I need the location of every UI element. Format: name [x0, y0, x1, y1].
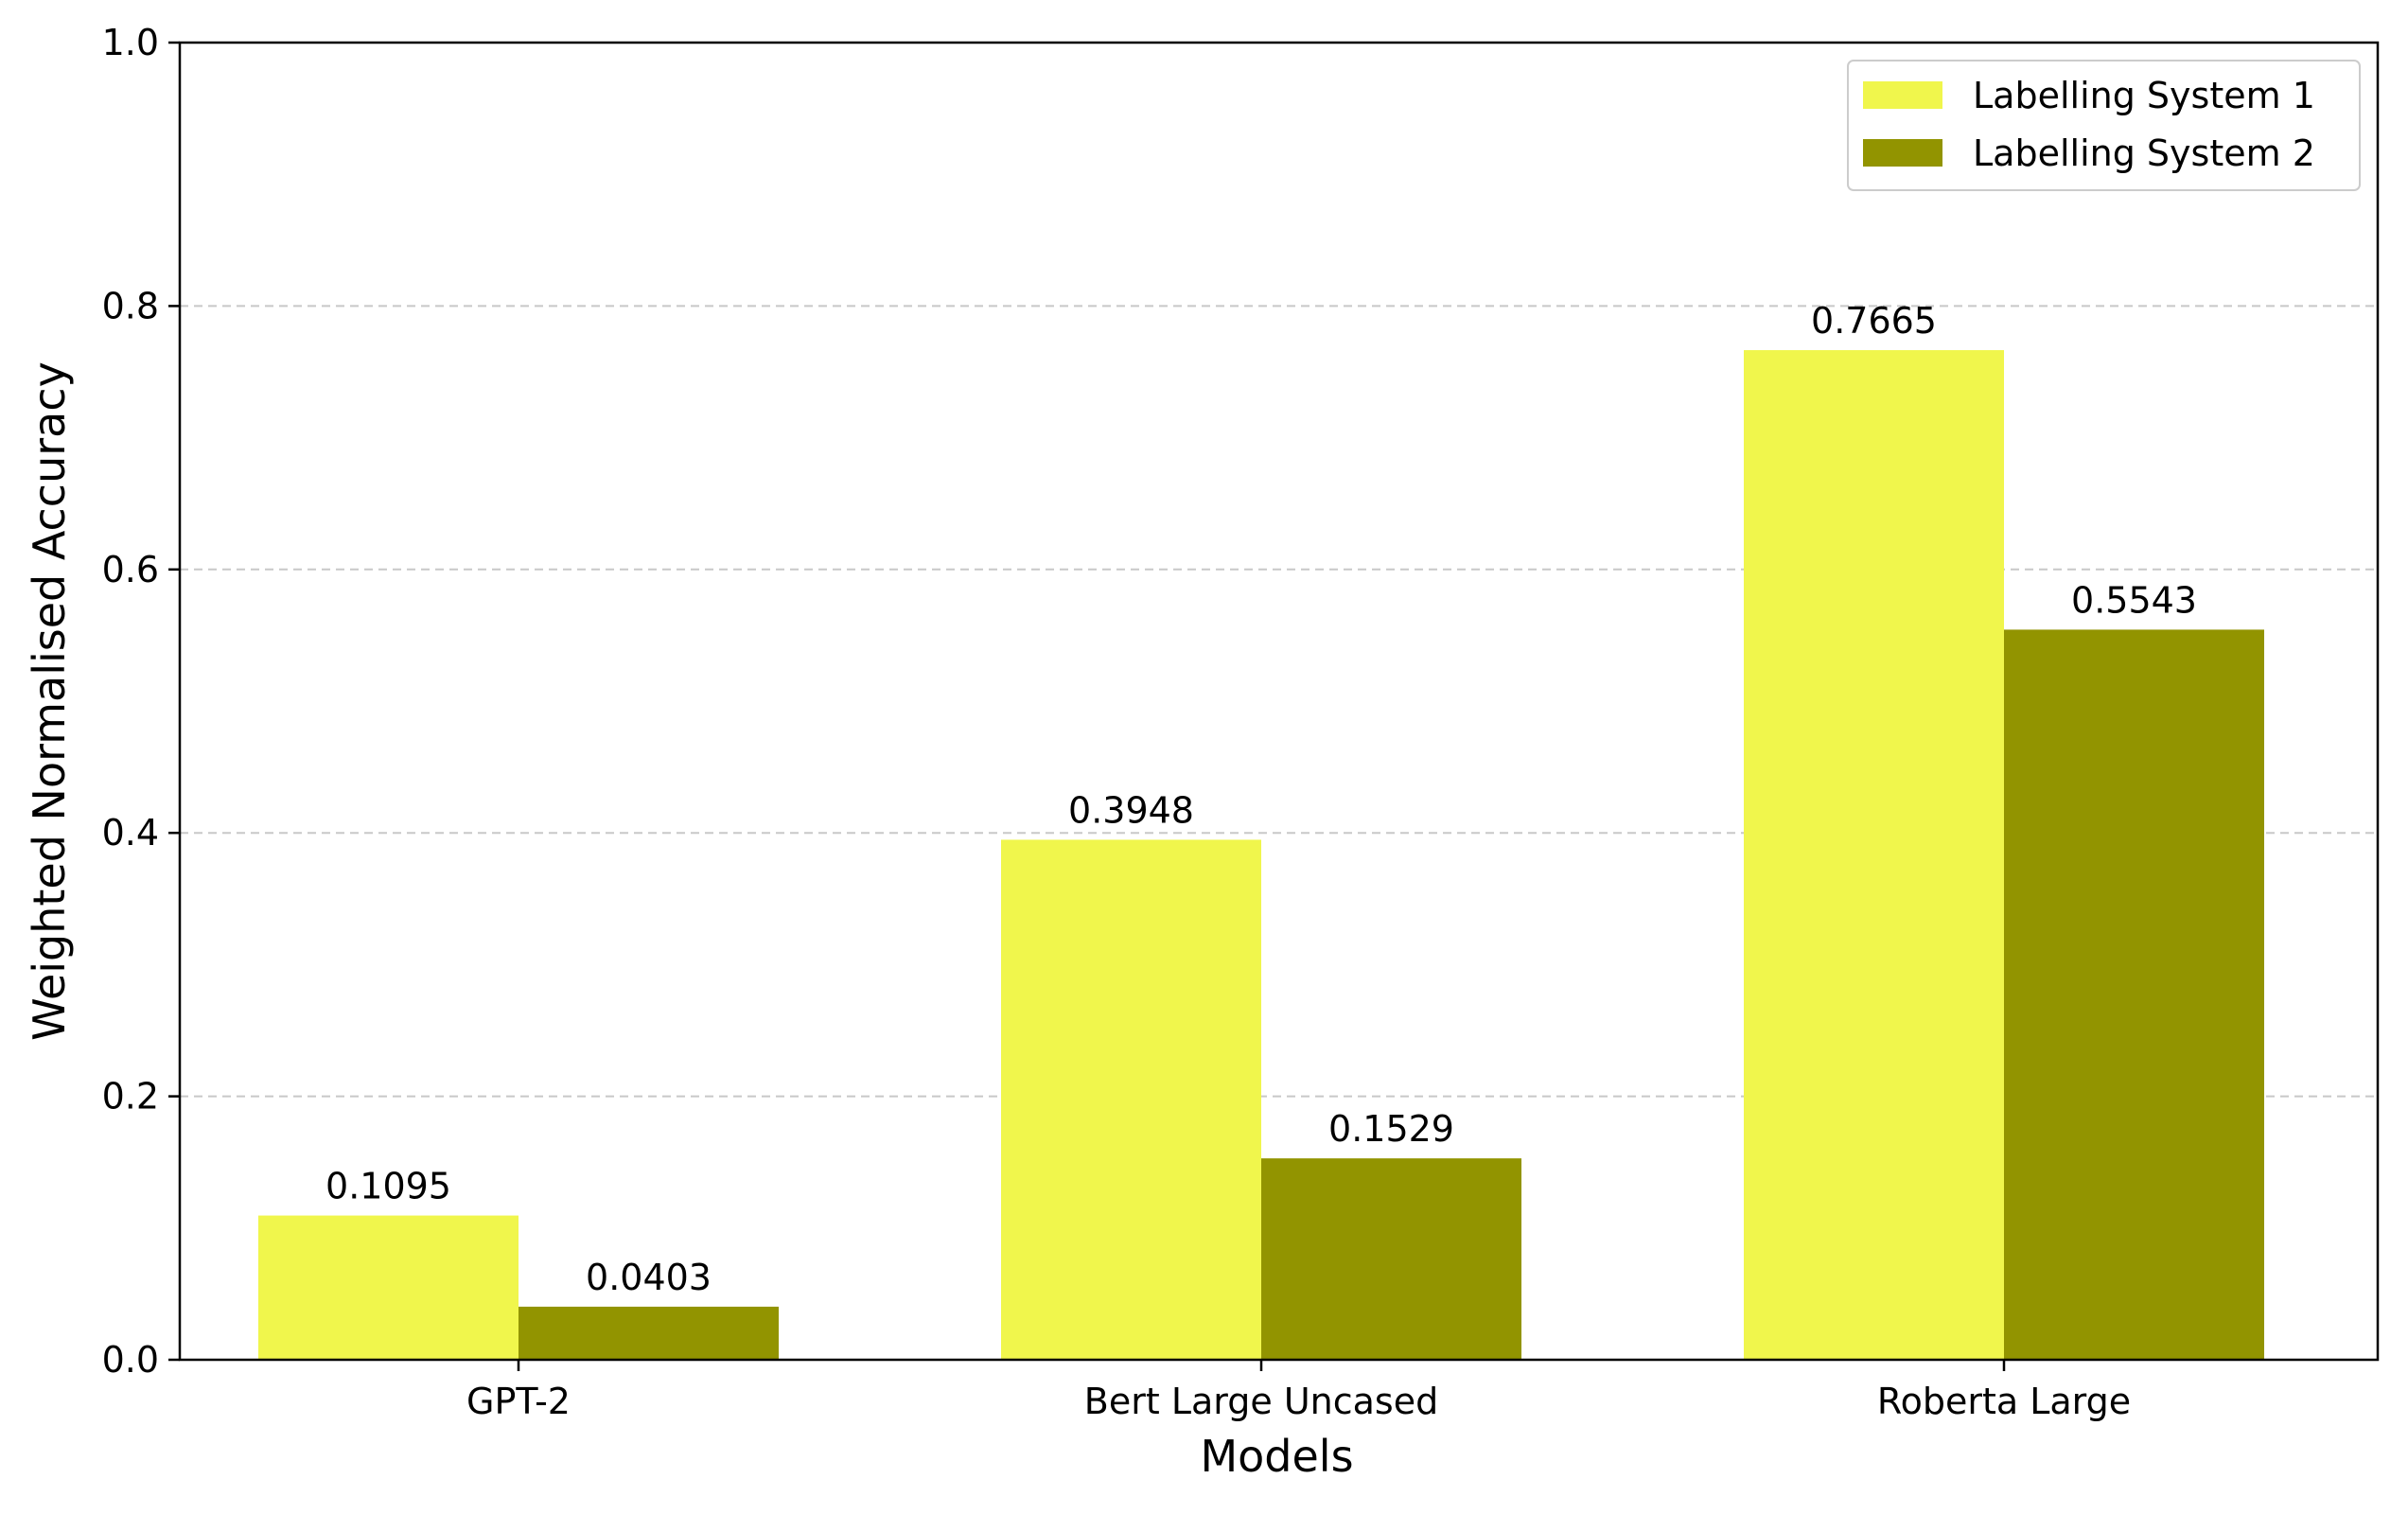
bar-value-label: 0.0403: [586, 1257, 712, 1298]
x-tick-label: GPT-2: [466, 1381, 571, 1422]
legend-label: Labelling System 1: [1973, 75, 2315, 116]
bar-value-label: 0.1529: [1328, 1108, 1454, 1150]
x-tick-label: Bert Large Uncased: [1084, 1381, 1438, 1422]
legend-swatch: [1863, 139, 1942, 167]
bar: [1744, 350, 2004, 1361]
bar: [1001, 839, 1261, 1360]
bar-value-label: 0.1095: [325, 1166, 451, 1207]
y-tick-label: 0.2: [102, 1076, 159, 1118]
bar-value-label: 0.3948: [1068, 789, 1194, 831]
bar-value-label: 0.5543: [2071, 579, 2197, 621]
x-axis-label: Models: [1200, 1431, 1353, 1482]
y-tick-label: 1.0: [102, 22, 159, 63]
legend-swatch: [1863, 81, 1942, 109]
bar: [258, 1215, 519, 1360]
y-tick-label: 0.0: [102, 1339, 159, 1381]
bar: [519, 1306, 779, 1360]
plot-frame: [178, 41, 2380, 1362]
y-tick-label: 0.4: [102, 812, 159, 854]
y-tick-label: 0.6: [102, 549, 159, 590]
bar: [2004, 629, 2264, 1360]
y-axis-label: Weighted Normalised Accuracy: [24, 361, 75, 1041]
y-tick-label: 0.8: [102, 285, 159, 326]
legend-label: Labelling System 2: [1973, 132, 2315, 174]
x-tick-label: Roberta Large: [1877, 1381, 2131, 1422]
bar: [1261, 1158, 1521, 1360]
legend-box: [1847, 60, 2361, 191]
bar-value-label: 0.7665: [1811, 300, 1937, 342]
